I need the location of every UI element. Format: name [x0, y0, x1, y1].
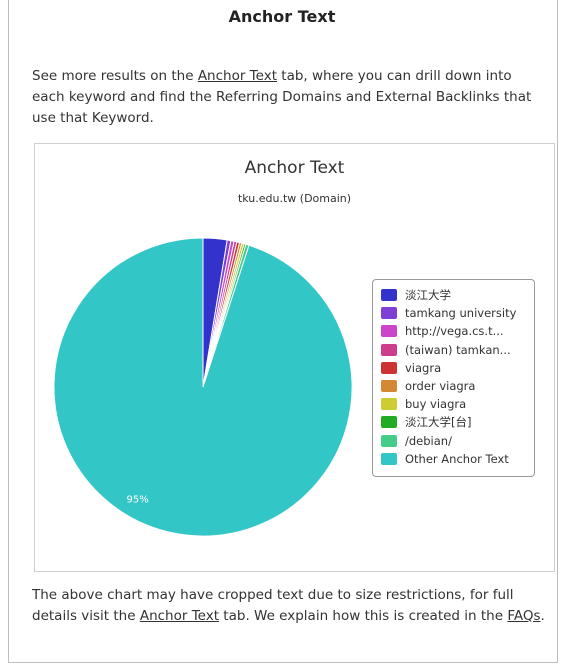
- chart-subtitle: tku.edu.tw (Domain): [237, 192, 352, 205]
- legend-label-1: tamkang university: [405, 306, 517, 321]
- pie-data-label-9: 95%: [127, 494, 149, 505]
- outro-text-after: .: [540, 608, 545, 624]
- intro-text-after: tab, where you can drill down into each …: [32, 68, 532, 126]
- chart-legend: 淡江大学 tamkang university http://vega.cs.t..…: [372, 279, 535, 477]
- legend-swatch-5: [381, 380, 397, 392]
- content-frame: [8, 0, 558, 663]
- legend-swatch-4: [381, 361, 397, 374]
- legend-label-9: Other Anchor Text: [405, 451, 509, 466]
- legend-swatch-1: [381, 307, 397, 320]
- legend-label-3: (taiwan) tamkan...: [405, 342, 511, 357]
- outro-text-middle: tab. We explain how this is created in t…: [219, 608, 508, 624]
- anchor-text-chart: 95% Anchor Text tku.edu.tw (Domain) 淡江大学…: [34, 143, 555, 572]
- legend-label-4: viagra: [405, 360, 442, 375]
- legend-swatch-7: [381, 416, 397, 429]
- pie-slice-9[interactable]: [53, 237, 353, 537]
- legend-swatch-9: [381, 452, 397, 465]
- outro-paragraph: The above chart may have cropped text du…: [32, 585, 552, 627]
- legend-swatch-2: [381, 325, 397, 338]
- outro-text-before: The above chart may have cropped text du…: [32, 587, 514, 624]
- legend-label-8: /debian/: [405, 433, 452, 448]
- legend-label-2: http://vega.cs.t...: [405, 324, 504, 339]
- legend-label-0: 淡江大学: [405, 288, 451, 302]
- legend-swatch-8: [381, 434, 397, 447]
- faqs-link[interactable]: FAQs: [507, 608, 541, 624]
- legend-swatch-6: [381, 398, 397, 411]
- legend-swatch-3: [381, 343, 397, 356]
- anchor-text-tab-link-2[interactable]: Anchor Text: [139, 608, 220, 624]
- page-title: Anchor Text: [228, 7, 336, 26]
- legend-label-5: order viagra: [405, 379, 476, 393]
- legend-label-7: 淡江大学[台]: [405, 415, 472, 430]
- chart-title: Anchor Text: [244, 158, 345, 178]
- anchor-text-tab-link[interactable]: Anchor Text: [197, 68, 277, 84]
- legend-swatch-0: [381, 289, 397, 301]
- legend-label-6: buy viagra: [405, 397, 467, 412]
- intro-text-before: See more results on the: [32, 68, 198, 84]
- pie-chart: 95%: [53, 237, 353, 537]
- intro-paragraph: See more results on the Anchor Text tab,…: [32, 66, 542, 129]
